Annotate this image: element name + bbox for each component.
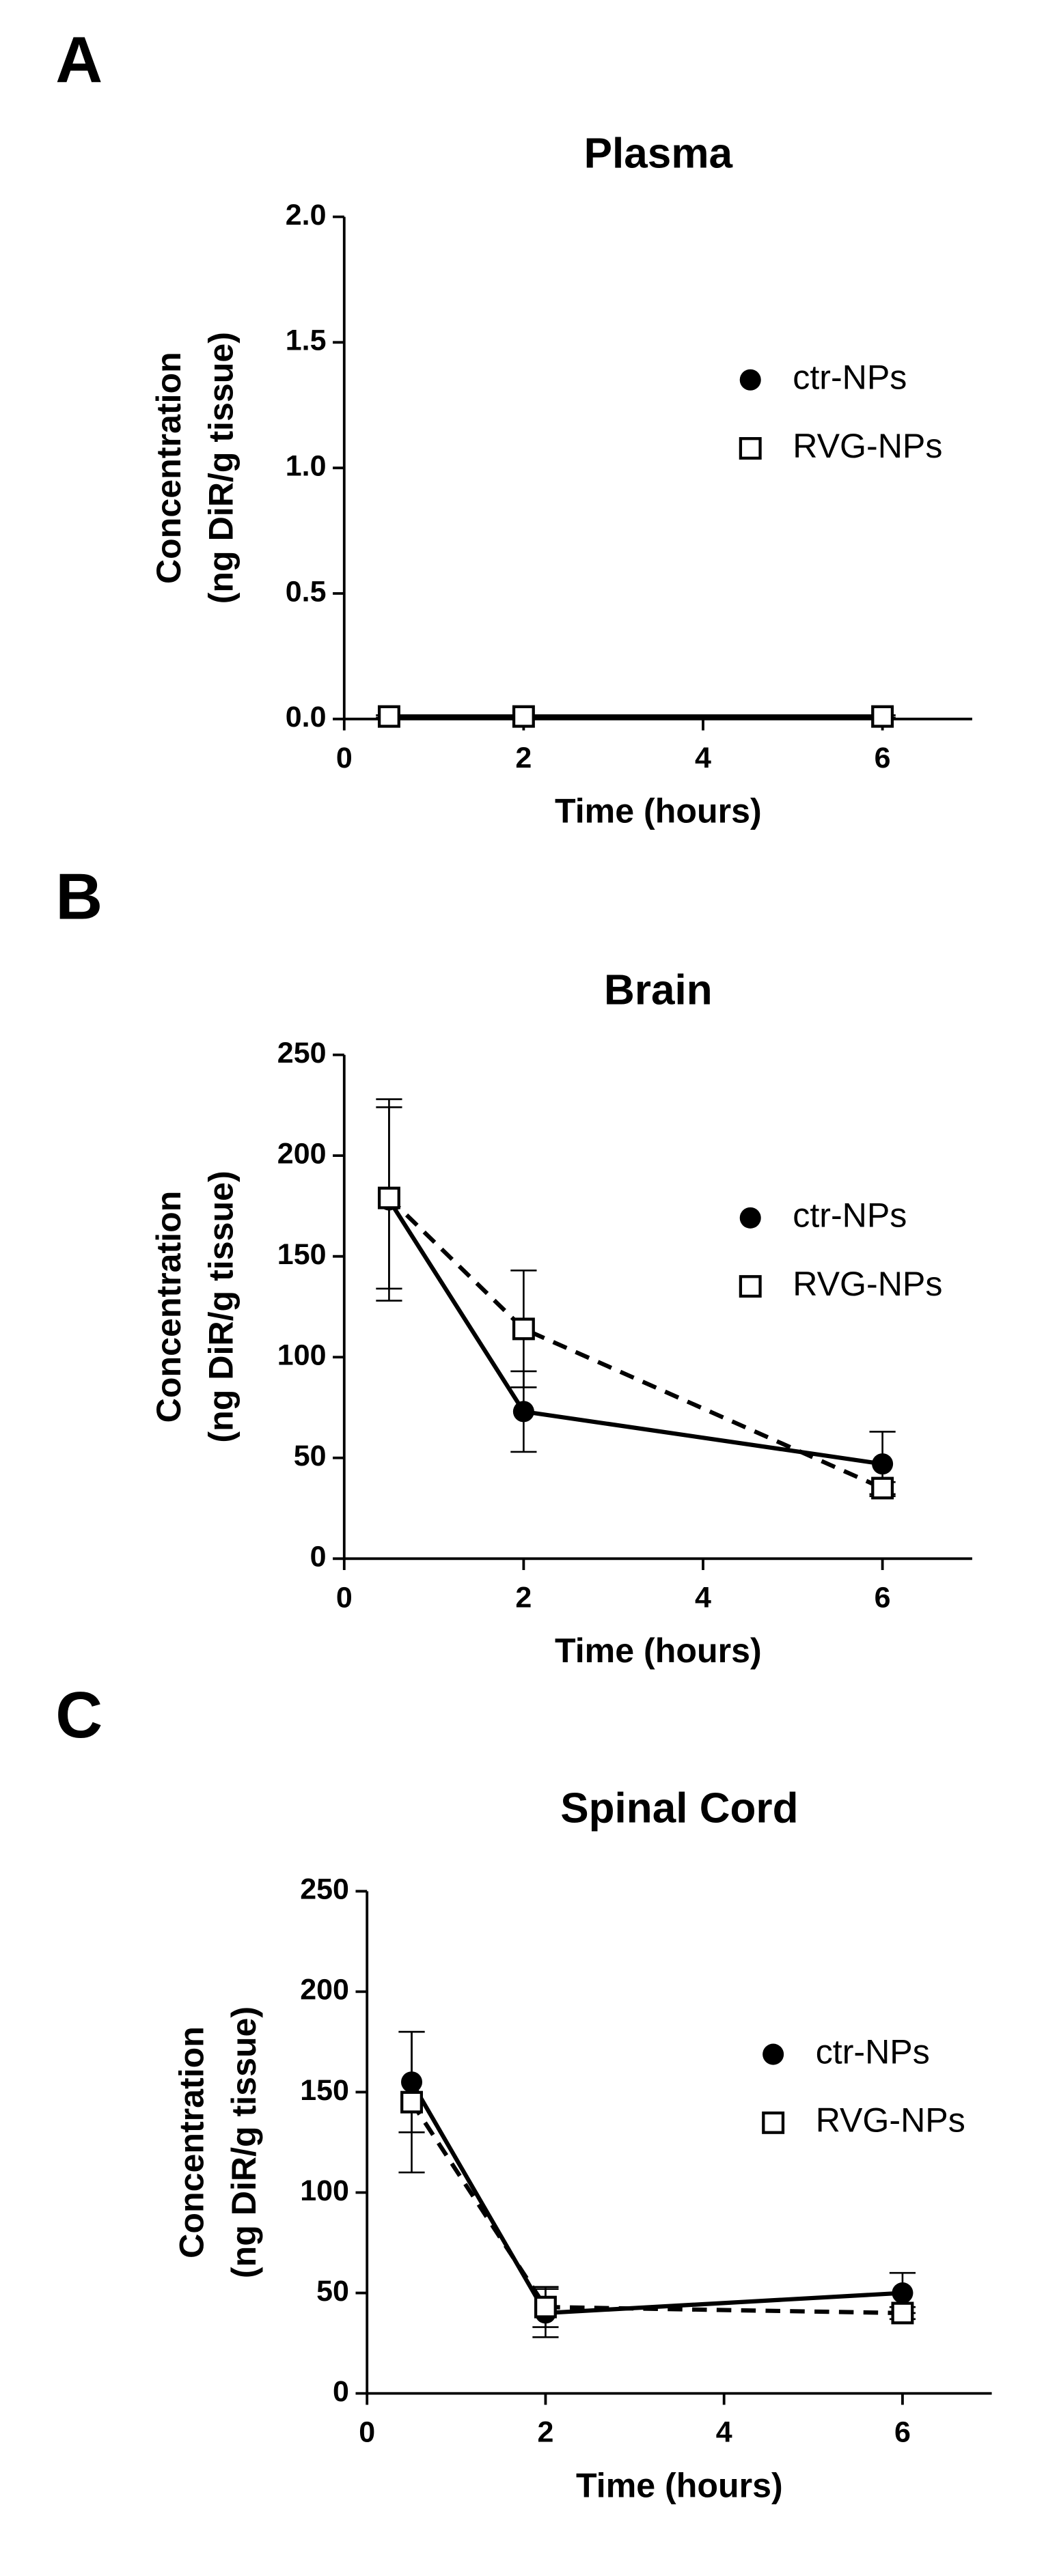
point bbox=[512, 1317, 535, 1341]
x-tick-label: 6 bbox=[875, 742, 891, 774]
x-tick-label: 2 bbox=[537, 2416, 553, 2449]
legend-label: RVG-NPs bbox=[793, 1265, 942, 1303]
y-tick-label: 150 bbox=[300, 2074, 349, 2107]
series-line bbox=[387, 1196, 883, 1490]
y-axis-label: Concentration bbox=[150, 1191, 188, 1423]
y-tick-label: 50 bbox=[316, 2275, 349, 2308]
y-tick-label: 0 bbox=[310, 1541, 327, 1573]
x-tick-label: 4 bbox=[716, 2416, 732, 2449]
y-tick-label: 0.0 bbox=[286, 701, 327, 733]
legend-label: RVG-NPs bbox=[793, 427, 942, 465]
legend-marker bbox=[739, 1207, 761, 1229]
legend-marker bbox=[762, 2111, 785, 2134]
y-tick-label: 150 bbox=[277, 1238, 327, 1271]
x-tick-label: 0 bbox=[336, 742, 353, 774]
y-tick-label: 0 bbox=[333, 2375, 349, 2408]
y-tick-label: 100 bbox=[277, 1339, 327, 1372]
x-tick-label: 0 bbox=[359, 2416, 375, 2449]
legend-label: RVG-NPs bbox=[816, 2101, 965, 2140]
y-tick-label: 0.5 bbox=[286, 575, 327, 608]
x-tick-label: 6 bbox=[894, 2416, 911, 2449]
point bbox=[400, 2090, 423, 2114]
legend-label: ctr-NPs bbox=[816, 2032, 930, 2071]
point bbox=[512, 705, 535, 728]
y-tick-label: 200 bbox=[300, 1974, 349, 2006]
y-tick-label: 100 bbox=[300, 2174, 349, 2207]
y-axis-label: Concentration bbox=[150, 352, 188, 584]
y-tick-label: 50 bbox=[294, 1440, 327, 1472]
y-tick-label: 2.0 bbox=[286, 199, 327, 232]
x-axis-label: Time (hours) bbox=[555, 1632, 762, 1670]
series-line bbox=[387, 1199, 883, 1466]
y-tick-label: 250 bbox=[277, 1037, 327, 1069]
x-tick-label: 2 bbox=[515, 742, 532, 774]
point bbox=[871, 705, 894, 728]
point bbox=[872, 1453, 894, 1475]
chart-title: Plasma bbox=[584, 130, 733, 178]
x-tick-label: 4 bbox=[695, 1581, 711, 1614]
chart-title: Brain bbox=[604, 966, 713, 1013]
point bbox=[512, 1401, 534, 1423]
x-axis-label: Time (hours) bbox=[576, 2466, 783, 2504]
legend-label: ctr-NPs bbox=[793, 359, 907, 397]
x-tick-label: 6 bbox=[875, 1581, 891, 1614]
point bbox=[891, 2301, 914, 2325]
panel-label: B bbox=[55, 860, 102, 933]
point bbox=[892, 2282, 914, 2304]
y-axis-label: (ng DiR/g tissue) bbox=[225, 2006, 263, 2278]
y-tick-label: 200 bbox=[277, 1137, 327, 1170]
y-axis-label: Concentration bbox=[172, 2026, 210, 2258]
y-tick-label: 250 bbox=[300, 1873, 349, 1906]
y-axis-label: (ng DiR/g tissue) bbox=[202, 332, 240, 604]
panel-label: C bbox=[55, 1679, 102, 1752]
chart-title: Spinal Cord bbox=[560, 1785, 798, 1832]
legend-marker bbox=[739, 1275, 762, 1298]
x-tick-label: 4 bbox=[695, 742, 711, 774]
y-tick-label: 1.5 bbox=[286, 324, 327, 357]
legend-marker bbox=[739, 437, 762, 460]
point bbox=[377, 1186, 400, 1209]
legend-marker bbox=[739, 369, 761, 391]
legend-label: ctr-NPs bbox=[793, 1196, 907, 1235]
x-axis-label: Time (hours) bbox=[555, 792, 762, 830]
legend-marker bbox=[763, 2043, 784, 2065]
x-tick-label: 0 bbox=[336, 1581, 353, 1614]
point bbox=[377, 705, 400, 728]
y-axis-label: (ng DiR/g tissue) bbox=[202, 1171, 240, 1442]
x-tick-label: 2 bbox=[515, 1581, 532, 1614]
point bbox=[871, 1476, 894, 1500]
y-tick-label: 1.0 bbox=[286, 450, 327, 483]
panel-label: A bbox=[55, 25, 102, 97]
point bbox=[534, 2295, 557, 2319]
